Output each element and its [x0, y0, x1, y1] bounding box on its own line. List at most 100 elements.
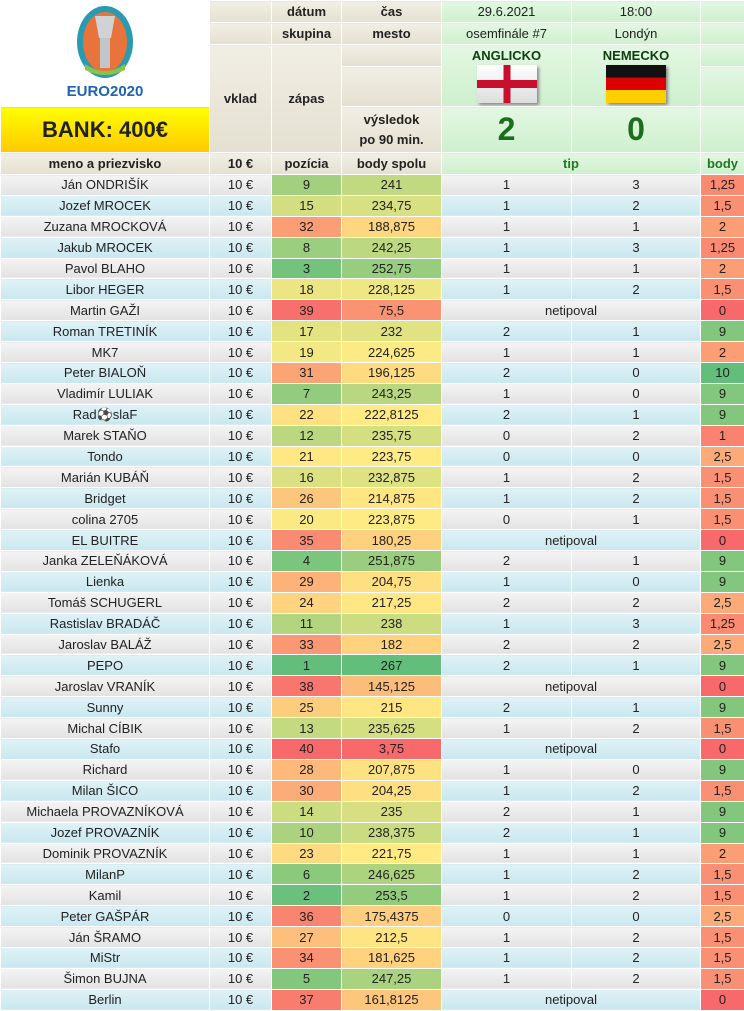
total-points: 235: [342, 801, 442, 822]
team-away: NEMECKO: [572, 45, 701, 107]
match-time: 18:00: [572, 1, 701, 23]
position: 4: [272, 551, 342, 572]
player-name: Marián KUBÁŇ: [1, 467, 210, 488]
score-home: 2: [442, 107, 572, 153]
total-points: 212,5: [342, 927, 442, 948]
player-name: Libor HEGER: [1, 279, 210, 300]
tip-away: 2: [572, 195, 701, 216]
position: 17: [272, 321, 342, 342]
tip-home: 1: [442, 237, 572, 258]
total-points: 267: [342, 655, 442, 676]
match-points: 9: [701, 404, 744, 425]
stake: 10 €: [210, 258, 272, 279]
total-points: 223,75: [342, 446, 442, 467]
tip-home: 1: [442, 885, 572, 906]
position: 29: [272, 571, 342, 592]
stake: 10 €: [210, 404, 272, 425]
tip-home: 1: [442, 258, 572, 279]
match-points: 1,5: [701, 885, 744, 906]
tip-away: 0: [572, 759, 701, 780]
tip-away: 1: [572, 258, 701, 279]
total-points: 196,125: [342, 363, 442, 384]
col-points: body: [701, 153, 744, 175]
total-points: 251,875: [342, 551, 442, 572]
stake: 10 €: [210, 446, 272, 467]
tip-away: 1: [572, 697, 701, 718]
col-position: pozícia: [272, 153, 342, 175]
tip-home: 1: [442, 843, 572, 864]
stake: 10 €: [210, 989, 272, 1010]
tip-home: 2: [442, 551, 572, 572]
position: 1: [272, 655, 342, 676]
tip-away: 1: [572, 404, 701, 425]
total-points: 188,875: [342, 216, 442, 237]
total-points: 175,4375: [342, 906, 442, 927]
stake: 10 €: [210, 509, 272, 530]
match-points: 0: [701, 739, 744, 760]
player-name: Jaroslav VRANÍK: [1, 676, 210, 697]
stake: 10 €: [210, 530, 272, 551]
tip-home: 0: [442, 446, 572, 467]
stake: 10 €: [210, 759, 272, 780]
tip-away: 2: [572, 488, 701, 509]
tip-home: 1: [442, 864, 572, 885]
position: 24: [272, 592, 342, 613]
total-points: 241: [342, 175, 442, 196]
match-points: 9: [701, 759, 744, 780]
tip-home: 0: [442, 906, 572, 927]
total-points: 228,125: [342, 279, 442, 300]
player-name: colina 2705: [1, 509, 210, 530]
total-points: 204,75: [342, 571, 442, 592]
position: 14: [272, 801, 342, 822]
match-points: 1: [701, 425, 744, 446]
position: 18: [272, 279, 342, 300]
total-points: 3,75: [342, 739, 442, 760]
tip-away: 3: [572, 175, 701, 196]
tip-home: 2: [442, 655, 572, 676]
match-points: 1,25: [701, 237, 744, 258]
stake: 10 €: [210, 237, 272, 258]
player-name: Marek STAŇO: [1, 425, 210, 446]
total-points: 204,25: [342, 780, 442, 801]
match-points: 0: [701, 530, 744, 551]
match-points: 2: [701, 258, 744, 279]
tip-home: 1: [442, 947, 572, 968]
tip-home: 1: [442, 927, 572, 948]
team-away-name: NEMECKO: [572, 48, 700, 63]
tip-away: 1: [572, 342, 701, 363]
tip-away: 0: [572, 363, 701, 384]
total-points: 232: [342, 321, 442, 342]
stake: 10 €: [210, 279, 272, 300]
stake: 10 €: [210, 739, 272, 760]
total-points: 224,625: [342, 342, 442, 363]
stake: 10 €: [210, 822, 272, 843]
euro2020-logo: EURO2020: [1, 1, 210, 107]
svg-text:EURO2020: EURO2020: [67, 83, 144, 100]
match-points: 9: [701, 801, 744, 822]
position: 33: [272, 634, 342, 655]
total-points: 252,75: [342, 258, 442, 279]
mesto-label: mesto: [342, 23, 442, 45]
match-points: 1,5: [701, 718, 744, 739]
tip-home: 2: [442, 822, 572, 843]
match-points: 1,5: [701, 927, 744, 948]
player-name: MiStr: [1, 947, 210, 968]
player-name: Bridget: [1, 488, 210, 509]
team-home: ANGLICKO: [442, 45, 572, 107]
